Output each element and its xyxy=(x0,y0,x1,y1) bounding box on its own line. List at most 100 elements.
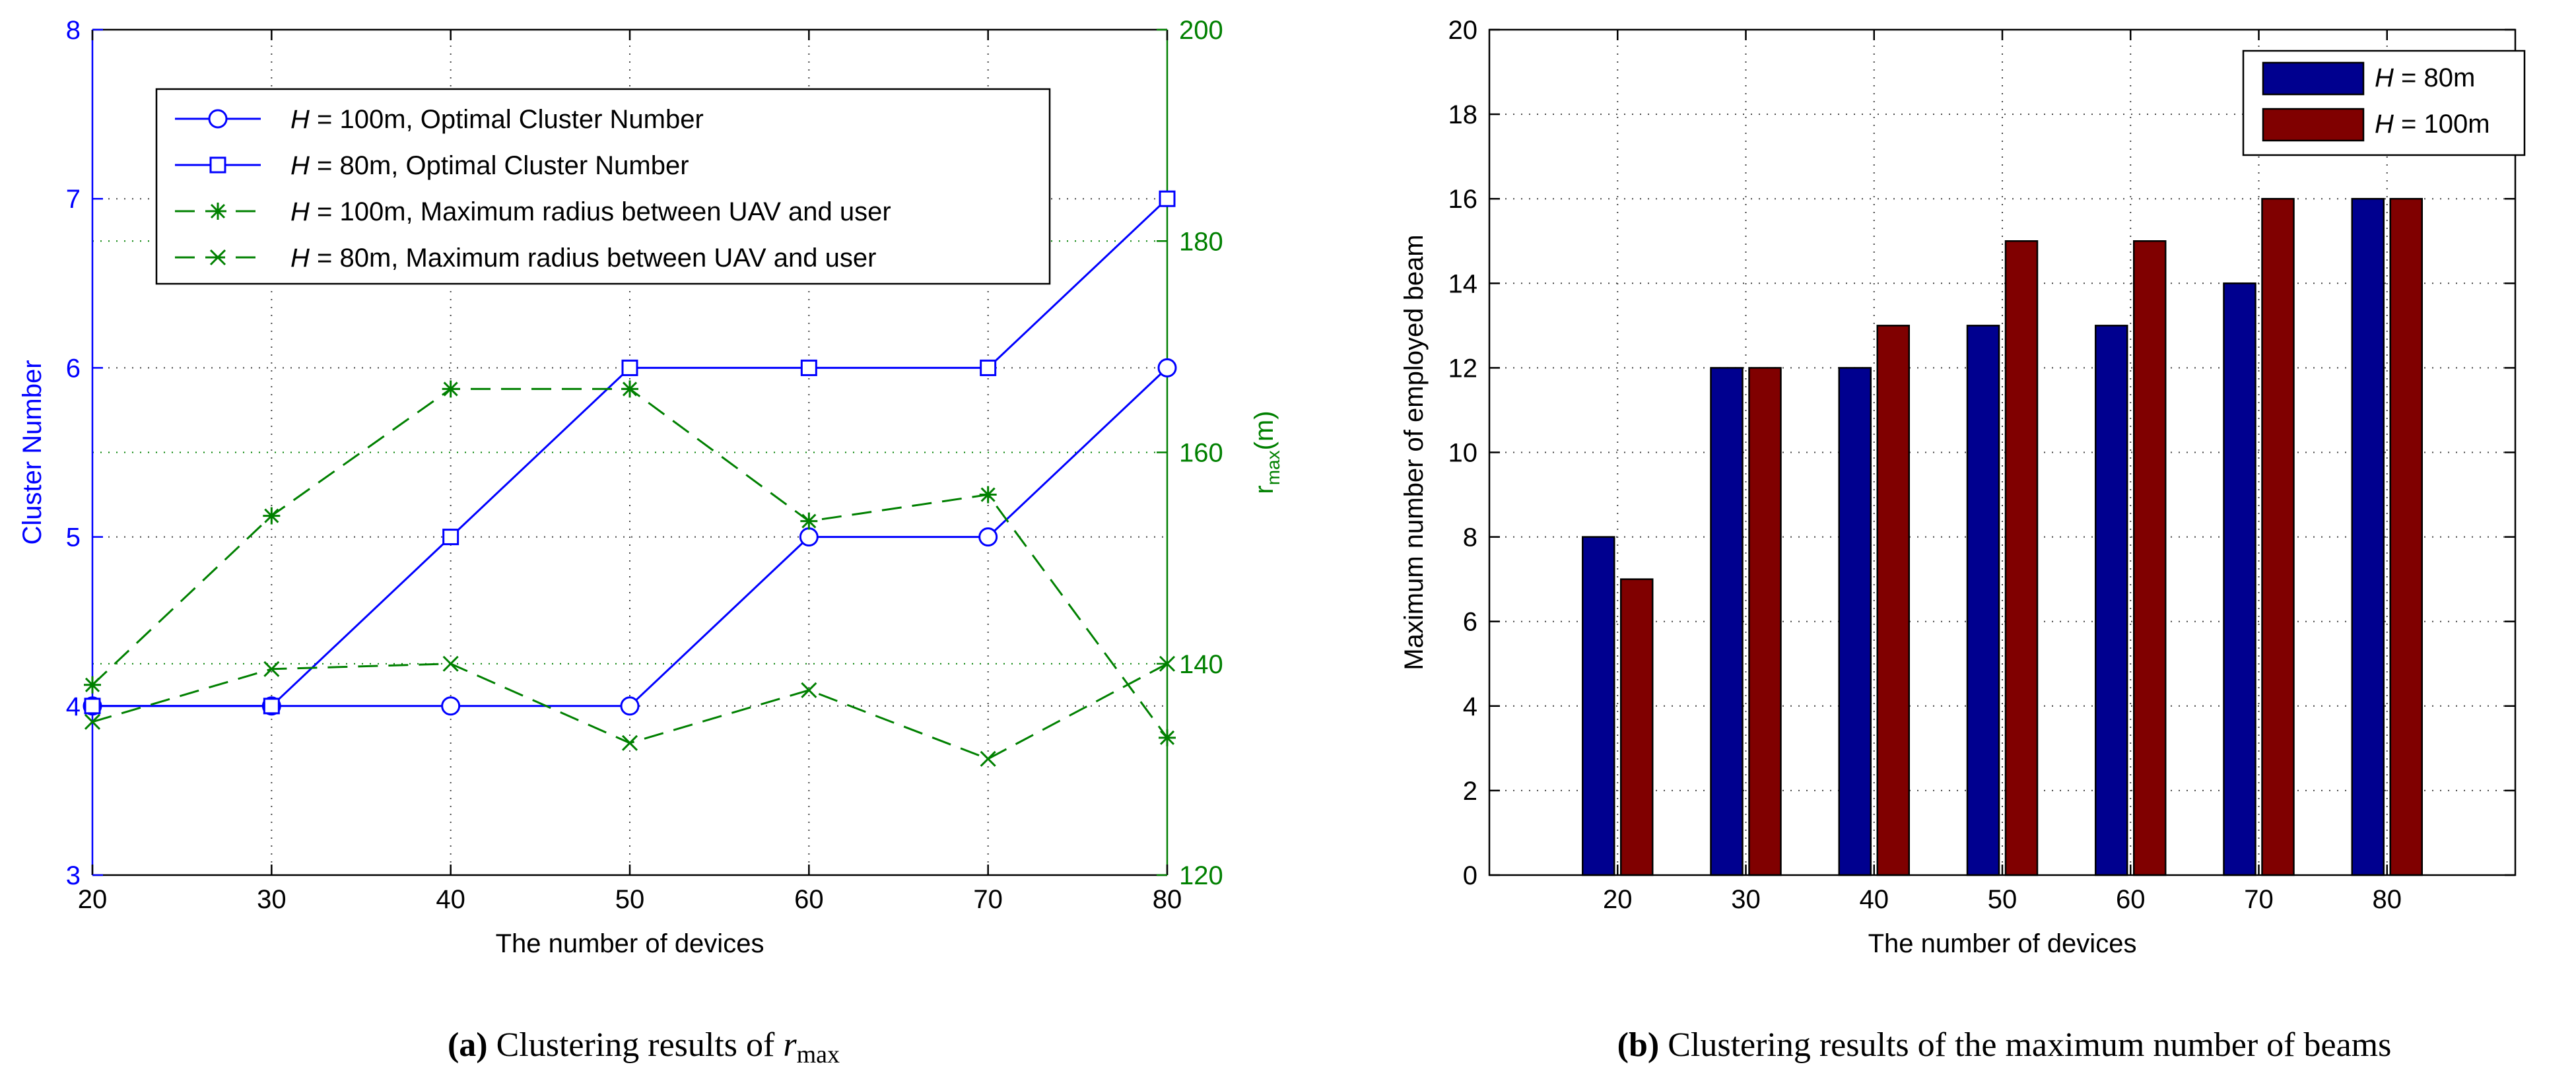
data-point-circle xyxy=(441,696,461,716)
y-tick-label-b: 14 xyxy=(1448,269,1478,298)
data-point-cross xyxy=(84,713,101,730)
x-axis-title-a: The number of devices xyxy=(496,929,764,958)
data-point-asterisk xyxy=(979,486,997,504)
data-point-circle xyxy=(978,527,998,547)
bar xyxy=(1620,578,1654,876)
data-point-square xyxy=(442,529,459,546)
legend-label-a: H = 100m, Optimal Cluster Number xyxy=(290,105,704,134)
bar xyxy=(2095,325,2128,876)
y-tick-label-right-a: 140 xyxy=(1179,650,1223,679)
y-tick-label-left-a: 4 xyxy=(66,692,81,721)
bar xyxy=(1838,367,1872,876)
caption-b: (b) Clustering results of the maximum nu… xyxy=(1617,1026,2392,1064)
legend-label-a: H = 100m, Maximum radius between UAV and… xyxy=(290,197,891,226)
legend-marker-cross xyxy=(209,249,226,266)
y-tick-label-b: 2 xyxy=(1463,777,1477,806)
y-axis-title-b: Maximum number of employed beam xyxy=(1400,234,1429,670)
data-point-asterisk xyxy=(84,676,101,694)
y-tick-label-left-a: 6 xyxy=(66,354,81,383)
data-point-square xyxy=(621,359,638,376)
y-tick-label-b: 12 xyxy=(1448,354,1478,383)
y-tick-label-right-a: 120 xyxy=(1179,861,1223,890)
legend-b: H = 80m H = 100m xyxy=(2242,49,2526,156)
x-axis-title-b: The number of devices xyxy=(1868,929,2137,958)
data-point-circle xyxy=(620,696,640,716)
legend-box-a xyxy=(155,88,1051,285)
legend-marker-asterisk xyxy=(209,203,226,220)
y-tick-label-b: 4 xyxy=(1463,692,1477,721)
bar xyxy=(1748,367,1782,876)
bar xyxy=(2133,240,2167,876)
y-tick-label-b: 18 xyxy=(1448,100,1478,129)
data-point-cross xyxy=(1159,655,1176,672)
data-point-circle xyxy=(799,527,819,547)
y-tick-label-b: 6 xyxy=(1463,608,1477,637)
data-point-square xyxy=(800,359,817,376)
x-tick-label-b: 80 xyxy=(2373,885,2402,914)
y-axis-title-right-a: rmax(m) xyxy=(1250,410,1283,494)
x-tick-label-a: 70 xyxy=(973,885,1003,914)
legend-swatch-b xyxy=(2262,108,2365,142)
y-tick-label-right-a: 180 xyxy=(1179,227,1223,256)
bar xyxy=(2389,197,2423,876)
plot-area-b xyxy=(1489,30,2515,875)
y-tick-label-b: 20 xyxy=(1448,16,1478,45)
x-tick-label-b: 40 xyxy=(1860,885,1889,914)
legend-label-b: H = 100m xyxy=(2375,110,2490,139)
x-tick-label-b: 60 xyxy=(2116,885,2146,914)
bar xyxy=(2223,282,2256,876)
data-point-square xyxy=(84,698,101,715)
legend-label-a: H = 80m, Optimal Cluster Number xyxy=(290,151,689,180)
data-point-square xyxy=(1159,190,1176,207)
chart-b: 20 30 40 50 60 70 80 0 2 4 6 8 10 12 14 16 18 20 The numbe… xyxy=(1400,16,2526,1064)
x-tick-label-b: 30 xyxy=(1731,885,1761,914)
y-tick-label-b: 16 xyxy=(1448,185,1478,214)
legend-swatch-b xyxy=(2262,61,2365,96)
y-tick-label-left-a: 8 xyxy=(66,16,81,45)
x-tick-label-b: 50 xyxy=(1988,885,2017,914)
y-tick-label-left-a: 3 xyxy=(66,861,81,890)
legend-label-a: H = 80m, Maximum radius between UAV and … xyxy=(290,244,876,273)
chart-a: 20 30 40 50 60 70 80 3 4 5 6 7 8 120 140 160 180 200 The n… xyxy=(18,16,1283,1068)
bar xyxy=(1710,367,1744,876)
y-tick-label-left-a: 7 xyxy=(66,185,81,214)
data-point-square xyxy=(980,359,997,376)
data-point-asterisk xyxy=(621,380,638,398)
data-point-cross xyxy=(263,661,280,677)
x-tick-label-a: 30 xyxy=(257,885,287,914)
x-tick-label-b: 20 xyxy=(1603,885,1633,914)
y-tick-label-right-a: 160 xyxy=(1179,439,1223,468)
bar xyxy=(1876,325,1910,876)
legend-marker-circle xyxy=(208,109,228,129)
bar xyxy=(2004,240,2039,876)
data-point-square xyxy=(263,698,280,715)
y-axis-title-left-a: Cluster Number xyxy=(18,360,47,544)
legend-label-b: H = 80m xyxy=(2375,63,2475,92)
x-tick-label-a: 40 xyxy=(436,885,465,914)
data-point-cross xyxy=(442,655,459,672)
caption-a: (a) Clustering results of rmax xyxy=(448,1026,840,1068)
y-tick-label-left-a: 5 xyxy=(66,523,81,552)
x-tick-label-b: 70 xyxy=(2244,885,2274,914)
y-tick-label-b: 0 xyxy=(1463,861,1477,890)
legend-a: H = 100m, Optimal Cluster Number H = 80m,… xyxy=(155,88,1051,285)
bar xyxy=(2351,197,2385,876)
legend-marker-square xyxy=(209,156,226,174)
y-tick-label-b: 10 xyxy=(1448,439,1478,468)
y-tick-label-right-a: 200 xyxy=(1179,16,1223,45)
data-point-cross xyxy=(801,682,817,698)
x-tick-label-a: 20 xyxy=(78,885,108,914)
bar xyxy=(1582,536,1615,876)
x-tick-label-a: 60 xyxy=(794,885,824,914)
y-tick-label-b: 8 xyxy=(1463,523,1477,552)
x-tick-label-a: 80 xyxy=(1153,885,1182,914)
data-point-asterisk xyxy=(263,507,281,525)
bar xyxy=(1966,325,2000,876)
x-tick-label-a: 50 xyxy=(615,885,645,914)
bar xyxy=(2261,197,2295,876)
data-point-circle xyxy=(1157,358,1177,377)
data-point-cross xyxy=(980,750,996,767)
data-point-asterisk xyxy=(1159,729,1176,746)
data-point-asterisk xyxy=(442,380,459,398)
